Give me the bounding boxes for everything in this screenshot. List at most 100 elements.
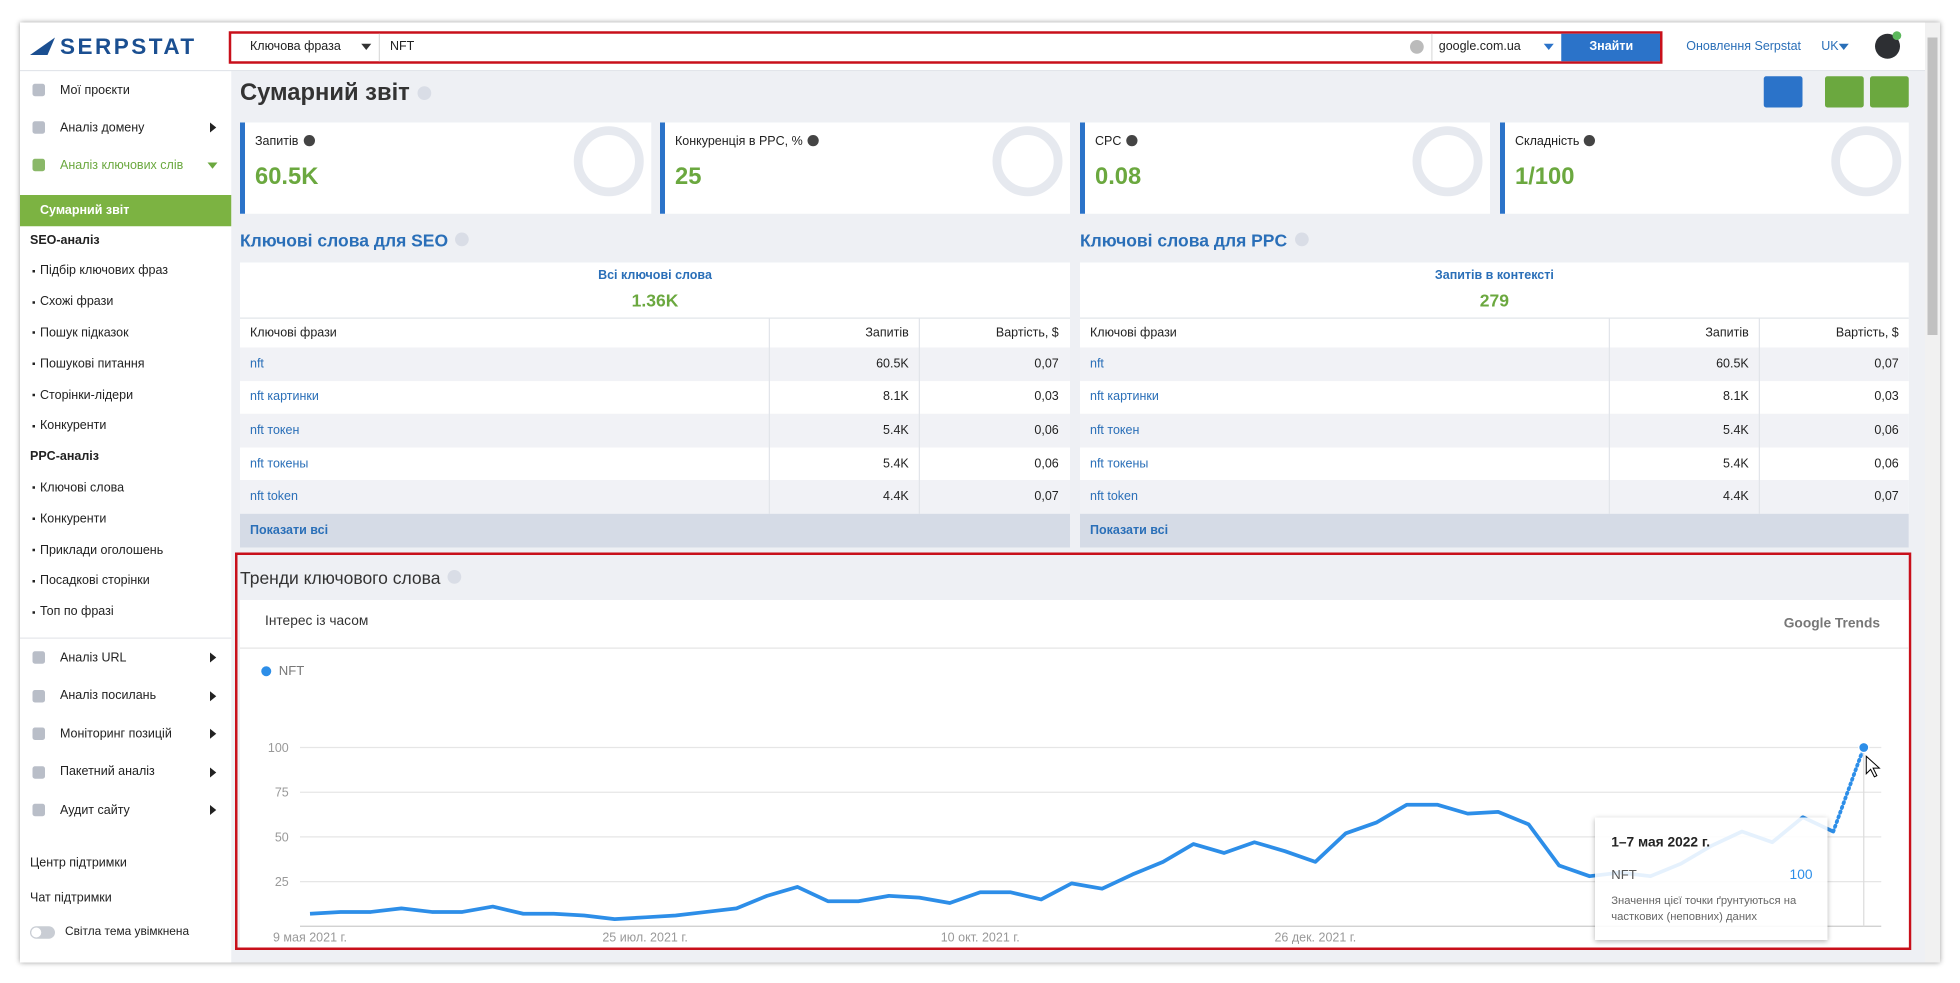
table-cell: 0,06: [1034, 423, 1059, 438]
menu-icon: [32, 727, 45, 740]
keyword-link[interactable]: nft: [250, 357, 264, 371]
language-switch[interactable]: UK: [1821, 39, 1839, 54]
column-divider: [768, 317, 770, 514]
search-button[interactable]: [1561, 33, 1660, 62]
keyword-link[interactable]: nft: [1090, 357, 1104, 371]
y-tick-label: 25: [275, 875, 289, 889]
menu-item[interactable]: Аналіз ключових слів: [60, 158, 184, 172]
chart-subtitle: Інтерес із часом: [265, 613, 369, 629]
table-cell: 0,03: [1034, 390, 1059, 405]
table-cell: 0,06: [1874, 423, 1899, 438]
clear-button[interactable]: [1410, 40, 1424, 54]
menu-icon: [32, 158, 45, 172]
menu-item[interactable]: Топ по фразі: [40, 605, 114, 619]
table-row: [1080, 413, 1909, 448]
menu-item[interactable]: Пошукові питання: [40, 357, 145, 371]
menu-item[interactable]: Приклади оголошень: [40, 543, 164, 557]
menu-item[interactable]: Моніторинг позицій: [60, 726, 172, 741]
keyword-link[interactable]: nft токен: [250, 423, 300, 438]
search-input[interactable]: NFT: [390, 39, 415, 54]
search-button-label[interactable]: Знайти: [1589, 39, 1634, 54]
x-tick-label: 25 июл. 2021 г.: [602, 930, 688, 944]
menu-item[interactable]: Аналіз посилань: [60, 688, 157, 703]
column-header[interactable]: Ключові фрази: [1090, 325, 1177, 340]
menu-item[interactable]: Підбір ключових фраз: [40, 264, 169, 278]
keyword-link[interactable]: nft токены: [1090, 456, 1149, 471]
help-button[interactable]: [1870, 76, 1909, 108]
table-cell: 4.4K: [883, 490, 909, 504]
section-title-text: Ключові слова для SEO: [240, 230, 449, 250]
chart-title-text: Тренди ключового слова: [240, 567, 441, 588]
page-title: Сумарний звіт: [240, 77, 432, 108]
search-engine-dropdown[interactable]: google.com.ua: [1438, 39, 1521, 54]
table-cell: 8.1K: [1723, 390, 1749, 405]
show-all-link[interactable]: Показати всі: [250, 523, 329, 537]
theme-toggle-label: Світла тема увімкнена: [65, 925, 190, 939]
table-cell: 0,06: [1034, 456, 1059, 471]
metric-value: 60.5K: [255, 163, 319, 190]
column-header[interactable]: Запитів: [1705, 325, 1749, 340]
menu-item[interactable]: Посадкові сторінки: [40, 574, 150, 588]
menu-item[interactable]: Аналіз домену: [60, 120, 145, 135]
updates-link[interactable]: Оновлення Serpstat: [1686, 39, 1802, 54]
feedback-button[interactable]: [1825, 76, 1864, 108]
column-header[interactable]: Вартість, $: [1835, 325, 1899, 340]
logo: SERPSTAT: [60, 33, 197, 59]
info-icon: [448, 570, 462, 584]
menu-item[interactable]: Пошук підказок: [40, 326, 129, 340]
menu-item[interactable]: Сторінки-лідери: [40, 388, 134, 402]
show-all-link[interactable]: Показати всі: [1090, 523, 1169, 537]
avatar-status: [1892, 31, 1902, 40]
menu-item[interactable]: Ключові слова: [40, 481, 125, 495]
column-header[interactable]: Запитів: [865, 325, 909, 340]
summary-label[interactable]: Всі ключові слова: [598, 268, 712, 282]
table-row: [240, 380, 1070, 414]
column-header[interactable]: Ключові фрази: [250, 325, 337, 340]
tooltip-note: Значення цієї точки ґрунтуються на частк…: [1611, 893, 1797, 923]
menu-item[interactable]: Аудит сайту: [60, 803, 130, 817]
menu-item[interactable]: Конкуренти: [40, 419, 107, 433]
metric-value: 0.08: [1095, 163, 1142, 190]
support-link[interactable]: Центр підтримки: [30, 855, 127, 870]
caret: [210, 122, 217, 133]
caret: [207, 162, 218, 169]
table-cell: 0,07: [1874, 357, 1899, 371]
metric-label: Складність: [1515, 133, 1596, 149]
support-link[interactable]: Чат підтримки: [30, 890, 112, 905]
keyword-link[interactable]: nft токены: [250, 456, 309, 471]
keyword-link[interactable]: nft картинки: [250, 390, 319, 405]
cursor: [1865, 755, 1881, 778]
search-type-dropdown[interactable]: Ключова фраза: [250, 39, 341, 54]
legend-label: NFT: [278, 663, 305, 679]
menu-item[interactable]: Мої проєкти: [60, 83, 130, 97]
menu-icon: [32, 651, 45, 664]
menu-item[interactable]: Аналіз URL: [60, 650, 127, 665]
table-row: [1080, 447, 1909, 481]
bullet: [32, 269, 35, 273]
y-tick-label: 100: [268, 741, 289, 755]
info-icon: [455, 232, 470, 247]
x-tick-label: 10 окт. 2021 г.: [941, 930, 1020, 944]
export-button[interactable]: [1763, 76, 1803, 108]
menu-item[interactable]: Пакетний аналіз: [60, 765, 155, 779]
bullet: [32, 424, 35, 428]
info-icon: [1584, 134, 1596, 146]
sidebar-divider: [20, 637, 232, 639]
highlight-border: [235, 552, 1912, 950]
table-border: [240, 317, 1070, 319]
keyword-link[interactable]: nft картинки: [1090, 390, 1159, 405]
column-header[interactable]: Вартість, $: [995, 325, 1059, 340]
page-title-text: Сумарний звіт: [240, 79, 410, 106]
info-icon: [1294, 232, 1309, 247]
menu-item[interactable]: Конкуренти: [40, 512, 107, 526]
table-row: [1080, 380, 1909, 414]
keyword-link[interactable]: nft token: [250, 490, 298, 504]
menu-icon: [32, 83, 45, 97]
keyword-link[interactable]: nft token: [1090, 490, 1138, 504]
info-icon: [1126, 134, 1138, 146]
summary-label[interactable]: Запитів в контексті: [1434, 268, 1554, 282]
keyword-link[interactable]: nft токен: [1090, 423, 1140, 438]
menu-item[interactable]: Схожі фрази: [40, 295, 114, 309]
active-menu-item[interactable]: Сумарний звіт: [40, 203, 130, 217]
bullet: [32, 393, 35, 397]
